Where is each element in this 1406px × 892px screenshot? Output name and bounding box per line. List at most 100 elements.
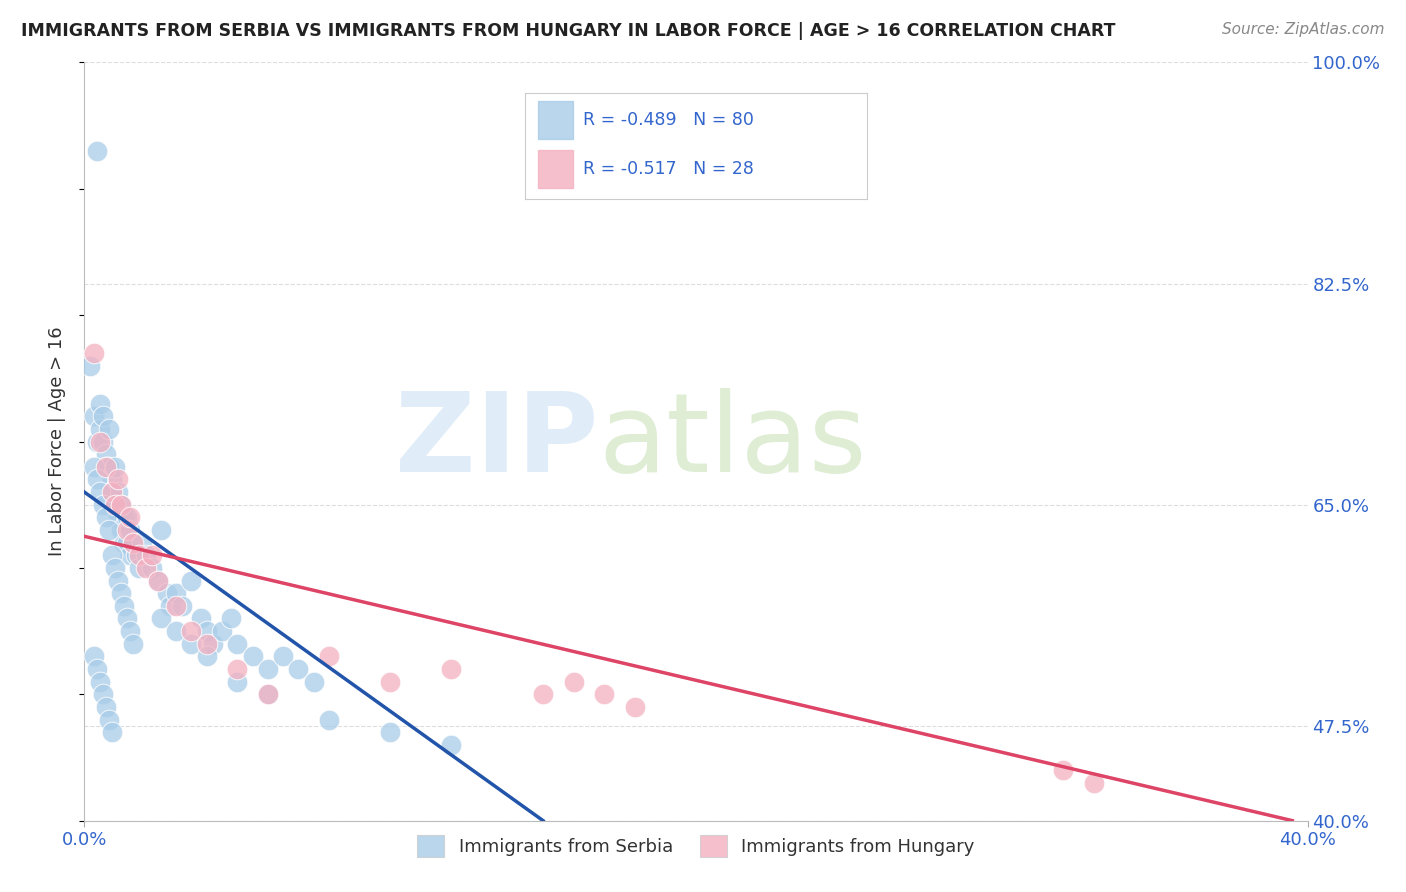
Point xyxy=(110,498,132,512)
Point xyxy=(128,548,150,563)
Point xyxy=(112,599,135,613)
Point xyxy=(110,498,132,512)
Point xyxy=(120,510,142,524)
Point xyxy=(593,687,616,701)
Point xyxy=(120,523,142,537)
Point xyxy=(91,434,114,449)
Point xyxy=(91,409,114,424)
Point xyxy=(149,523,172,537)
Point xyxy=(380,725,402,739)
Point xyxy=(97,713,120,727)
Point xyxy=(83,649,105,664)
Point xyxy=(107,473,129,487)
Point xyxy=(1083,776,1105,790)
Point xyxy=(257,687,280,701)
Point xyxy=(380,674,402,689)
Point xyxy=(89,485,111,500)
Point xyxy=(107,574,129,588)
Point xyxy=(149,611,172,625)
Point xyxy=(201,637,224,651)
Point xyxy=(195,624,218,639)
Point xyxy=(83,346,105,360)
Point xyxy=(257,662,280,676)
Point xyxy=(146,574,169,588)
Point xyxy=(115,510,138,524)
Point xyxy=(242,649,264,664)
Point xyxy=(101,725,124,739)
Point xyxy=(131,535,153,549)
Point xyxy=(104,498,127,512)
Point xyxy=(180,637,202,651)
Point xyxy=(107,485,129,500)
Point xyxy=(120,624,142,639)
Point xyxy=(624,700,647,714)
Point xyxy=(89,674,111,689)
Point xyxy=(165,624,187,639)
Point xyxy=(112,510,135,524)
Point xyxy=(257,687,280,701)
Point xyxy=(440,662,463,676)
Point xyxy=(135,548,157,563)
Point xyxy=(89,422,111,436)
Point xyxy=(79,359,101,373)
Point xyxy=(115,535,138,549)
Point xyxy=(89,397,111,411)
Point xyxy=(89,434,111,449)
Point xyxy=(141,548,163,563)
Point xyxy=(125,548,148,563)
Point xyxy=(562,674,585,689)
Text: ZIP: ZIP xyxy=(395,388,598,495)
Y-axis label: In Labor Force | Age > 16: In Labor Force | Age > 16 xyxy=(48,326,66,557)
Point xyxy=(287,662,309,676)
Point xyxy=(122,535,145,549)
Point xyxy=(156,586,179,600)
Point xyxy=(86,473,108,487)
Point xyxy=(94,447,117,461)
Point xyxy=(86,662,108,676)
Point xyxy=(104,459,127,474)
Point xyxy=(107,510,129,524)
Point xyxy=(104,561,127,575)
Point xyxy=(112,535,135,549)
Point xyxy=(83,409,105,424)
Point xyxy=(101,473,124,487)
Point xyxy=(135,561,157,575)
Point xyxy=(141,561,163,575)
Point xyxy=(97,459,120,474)
Point xyxy=(180,574,202,588)
Point xyxy=(94,700,117,714)
Point xyxy=(226,674,249,689)
Point xyxy=(190,611,212,625)
Point xyxy=(226,662,249,676)
Text: Source: ZipAtlas.com: Source: ZipAtlas.com xyxy=(1222,22,1385,37)
Point xyxy=(110,523,132,537)
Point xyxy=(195,637,218,651)
Point xyxy=(219,611,242,625)
Point xyxy=(146,574,169,588)
Point xyxy=(97,523,120,537)
Point xyxy=(271,649,294,664)
Point xyxy=(165,586,187,600)
Point xyxy=(86,434,108,449)
Text: atlas: atlas xyxy=(598,388,866,495)
Point xyxy=(120,548,142,563)
Point xyxy=(101,548,124,563)
Point xyxy=(91,687,114,701)
Legend: Immigrants from Serbia, Immigrants from Hungary: Immigrants from Serbia, Immigrants from … xyxy=(411,828,981,864)
Point xyxy=(302,674,325,689)
Point xyxy=(159,599,181,613)
Point xyxy=(115,523,138,537)
Point xyxy=(211,624,233,639)
Point xyxy=(101,485,124,500)
Point xyxy=(94,510,117,524)
Point xyxy=(180,624,202,639)
Point xyxy=(101,485,124,500)
Point xyxy=(104,498,127,512)
Point xyxy=(86,144,108,158)
Point xyxy=(318,649,340,664)
Point xyxy=(195,649,218,664)
Point xyxy=(128,561,150,575)
Point xyxy=(94,459,117,474)
Point xyxy=(110,586,132,600)
Point xyxy=(83,459,105,474)
